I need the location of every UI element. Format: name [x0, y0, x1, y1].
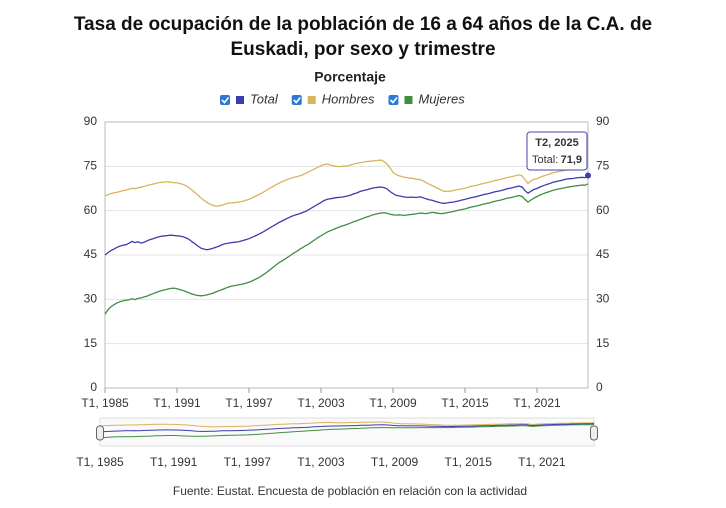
y-tick-label: 15: [84, 336, 98, 350]
navigator-tick-label: T1, 2003: [297, 455, 345, 469]
tooltip-label: Total:: [532, 154, 558, 166]
y-tick-label: 0: [90, 380, 97, 394]
navigator-handle[interactable]: [590, 425, 598, 441]
navigator-tick-label: T1, 2009: [371, 455, 419, 469]
navigator-tick-label: T1, 1997: [224, 455, 272, 469]
y2-tick-label: 45: [596, 247, 610, 261]
series-line: [104, 159, 589, 207]
legend-checkbox[interactable]: [220, 95, 230, 105]
navigator-tick-label: T1, 1991: [150, 455, 198, 469]
legend-swatch: [236, 96, 244, 104]
source: Fuente: Eustat. Encuesta de población en…: [173, 484, 527, 498]
navigator-tick-label: T1, 2015: [445, 455, 493, 469]
x-tick-label: T1, 2021: [513, 396, 561, 410]
navigator-line: [99, 423, 595, 433]
tooltip-box: [526, 131, 588, 171]
series-line: [104, 183, 589, 315]
highlight-point: [585, 172, 591, 179]
navigator-tick-label: T1, 2021: [518, 455, 566, 469]
tooltip-title: T2, 2025: [535, 137, 578, 149]
y-tick-label: 75: [84, 159, 98, 173]
legend-swatch: [307, 96, 316, 104]
legend-label: Total: [250, 91, 279, 106]
y2-tick-label: 75: [596, 159, 610, 173]
y2-tick-label: 60: [596, 203, 610, 217]
x-tick-label: T1, 1985: [81, 396, 129, 410]
navigator-tick-label: T1, 1985: [76, 455, 124, 469]
legend-checkbox[interactable]: [388, 95, 399, 105]
y-tick-label: 30: [84, 292, 98, 306]
legend-check: [293, 97, 301, 104]
legend-item[interactable]: Total: [220, 91, 279, 106]
legend-item[interactable]: Mujeres: [388, 91, 465, 106]
y2-tick-label: 15: [596, 336, 610, 350]
y-tick-label: 60: [84, 203, 98, 217]
y2-tick-label: 90: [596, 114, 610, 128]
navigator-bg: [99, 417, 595, 447]
x-tick-label: T1, 1997: [225, 396, 273, 410]
legend-item[interactable]: Hombres: [291, 91, 375, 106]
tooltip-value: 71,9: [561, 154, 582, 166]
legend-label: Hombres: [322, 91, 375, 106]
series-line: [104, 174, 589, 256]
legend-swatch: [404, 96, 413, 104]
subtitle: Porcentaje: [314, 69, 386, 85]
legend-check: [221, 97, 230, 104]
y-tick-label: 45: [84, 247, 98, 261]
y2-tick-label: 30: [596, 292, 610, 306]
legend-check: [389, 97, 398, 104]
x-tick-label: T1, 2003: [297, 396, 345, 410]
legend-checkbox[interactable]: [291, 95, 302, 105]
y-tick-label: 90: [84, 114, 98, 128]
legend-label: Mujeres: [418, 91, 465, 106]
navigator-handle[interactable]: [96, 425, 104, 441]
x-tick-label: T1, 1991: [153, 396, 201, 410]
navigator-line: [99, 421, 595, 428]
navigator-line: [99, 424, 595, 439]
x-tick-label: T1, 2009: [369, 396, 417, 410]
chart-title: Tasa de ocupación de la población de 16 …: [73, 14, 653, 60]
x-tick-label: T1, 2015: [441, 396, 489, 410]
y2-tick-label: 0: [596, 380, 603, 394]
